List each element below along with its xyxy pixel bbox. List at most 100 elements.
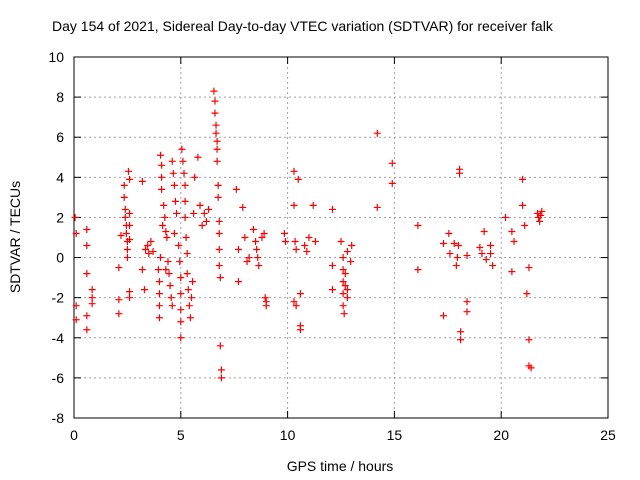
data-point	[83, 312, 91, 320]
data-point	[215, 217, 223, 225]
data-point	[194, 153, 202, 161]
data-point	[521, 221, 529, 229]
data-point	[253, 246, 261, 254]
data-point	[446, 250, 454, 258]
data-point	[72, 302, 80, 310]
data-point	[538, 207, 546, 215]
data-point	[476, 244, 484, 252]
data-point	[182, 234, 190, 241]
data-point	[339, 278, 347, 286]
data-point	[373, 129, 381, 137]
data-point	[185, 302, 193, 310]
data-point	[347, 258, 355, 266]
x-axis-label: GPS time / hours	[287, 458, 394, 474]
data-point	[190, 209, 198, 217]
data-point	[525, 336, 533, 344]
data-point	[183, 250, 191, 258]
x-tick-label: 5	[177, 427, 185, 443]
y-tick-label: 0	[56, 250, 64, 266]
data-point	[445, 229, 453, 237]
data-point	[301, 242, 309, 250]
grid	[74, 57, 608, 418]
data-point	[373, 203, 381, 211]
data-point	[189, 278, 197, 286]
data-point	[176, 258, 184, 266]
data-point	[296, 290, 304, 298]
data-point	[440, 312, 448, 320]
data-point	[177, 290, 185, 298]
data-point	[414, 266, 422, 274]
data-point	[254, 254, 262, 262]
data-point	[123, 254, 131, 262]
data-point	[211, 109, 219, 117]
data-point	[487, 250, 495, 258]
data-point	[292, 246, 300, 254]
data-point	[290, 201, 298, 209]
data-point	[508, 227, 516, 235]
data-point	[414, 221, 422, 229]
y-tick-label: -8	[52, 410, 65, 426]
data-point	[454, 242, 462, 250]
data-point	[339, 266, 347, 274]
data-point	[180, 169, 188, 177]
data-point	[88, 286, 96, 294]
data-point	[158, 173, 166, 181]
y-tick-label: -6	[52, 370, 65, 386]
data-point	[303, 248, 311, 256]
data-point	[280, 229, 288, 237]
data-point	[140, 286, 148, 294]
data-point	[177, 334, 185, 342]
data-point	[216, 342, 224, 350]
data-point	[337, 238, 345, 246]
data-point	[215, 229, 223, 237]
data-point	[126, 221, 134, 229]
data-point	[158, 161, 166, 169]
data-point	[71, 213, 79, 221]
data-point	[155, 278, 163, 286]
data-point	[164, 258, 172, 266]
data-point	[239, 203, 247, 211]
data-point	[245, 254, 253, 262]
data-points	[71, 87, 546, 382]
data-point	[120, 181, 128, 189]
y-axis-label: SDTVAR / TECUs	[7, 181, 23, 293]
data-point	[478, 250, 486, 258]
data-point	[519, 201, 527, 209]
data-point	[168, 302, 176, 310]
data-point	[213, 137, 221, 145]
data-point	[214, 193, 222, 201]
data-point	[202, 217, 210, 225]
data-point	[205, 205, 213, 213]
data-point	[290, 167, 298, 175]
data-point	[212, 121, 220, 129]
x-tick-label: 10	[280, 427, 296, 443]
data-point	[200, 209, 208, 217]
data-point	[126, 288, 134, 296]
data-point	[214, 181, 222, 189]
data-point	[252, 238, 260, 246]
data-point	[154, 266, 162, 274]
data-point	[341, 282, 349, 290]
data-point	[145, 250, 153, 258]
data-point	[463, 252, 471, 260]
data-point	[186, 314, 194, 322]
data-point	[213, 145, 221, 153]
data-point	[157, 254, 165, 262]
data-point	[255, 262, 263, 270]
data-point	[88, 300, 96, 308]
data-point	[480, 227, 488, 235]
data-point	[83, 270, 91, 278]
data-point	[184, 286, 192, 294]
data-point	[450, 240, 458, 248]
data-point	[122, 229, 130, 237]
data-point	[191, 173, 199, 181]
data-point	[72, 229, 80, 237]
data-point	[179, 157, 187, 165]
data-point	[121, 213, 129, 221]
data-point	[123, 246, 131, 254]
data-point	[217, 366, 225, 374]
data-point	[343, 248, 351, 256]
y-tick-label: 8	[56, 89, 64, 105]
data-point	[178, 145, 186, 153]
data-point	[463, 308, 471, 316]
